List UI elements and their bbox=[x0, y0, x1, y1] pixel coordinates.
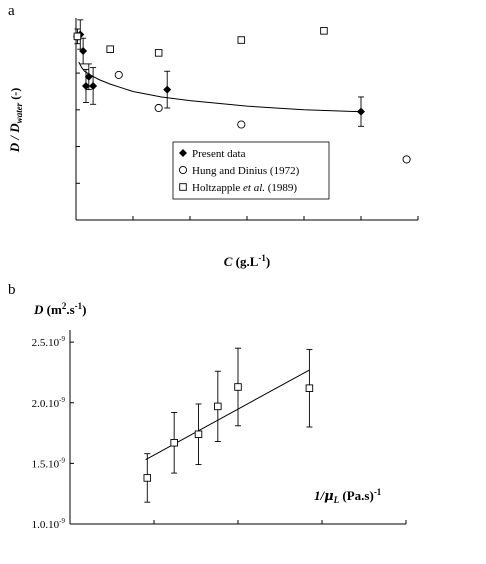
a-point-series-1 bbox=[237, 120, 246, 129]
a-legend-label-0: Present data bbox=[192, 148, 246, 160]
b-y-tick-mantissa: 2.0.10 bbox=[32, 398, 60, 410]
b-x-label-unit: (Pa.s) bbox=[339, 488, 374, 503]
a-point-series-2 bbox=[237, 36, 246, 44]
b-point bbox=[143, 474, 152, 482]
a-point-series-0 bbox=[357, 107, 365, 116]
a-y-label-main: D / D bbox=[7, 123, 22, 154]
b-y-tick-mantissa: 2.5.10 bbox=[32, 337, 60, 349]
a-x-label-unit: (g.L bbox=[232, 254, 258, 269]
a-legend-text-part: et al. bbox=[243, 182, 265, 194]
b-y-axis-label: D (m2.s-1) bbox=[33, 301, 86, 317]
b-y-tick-exp: -9 bbox=[59, 396, 65, 404]
b-point bbox=[214, 402, 222, 411]
a-point-series-0 bbox=[84, 72, 93, 81]
a-legend-box bbox=[172, 141, 330, 200]
b-y-tick-label: 2.0.10-9 bbox=[32, 396, 66, 410]
a-fit-curve bbox=[78, 61, 362, 113]
chart-b: 1.0.10-91.5.10-92.0.10-92.5.10-9D (m2.s-… bbox=[32, 301, 407, 531]
a-point-series-0 bbox=[79, 47, 88, 56]
a-point-series-1 bbox=[154, 103, 163, 113]
b-x-label-mu: μ bbox=[324, 489, 334, 504]
a-legend-label-1: Hung and Dinius (1972) bbox=[192, 165, 300, 177]
b-x-label-exp: -1 bbox=[374, 487, 382, 497]
a-x-label-var: C bbox=[224, 254, 233, 269]
a-y-label-unit: (-) bbox=[8, 88, 22, 103]
a-legend-text-part: Present data bbox=[192, 148, 246, 160]
b-y-tick-exp: -9 bbox=[59, 517, 65, 525]
a-point-series-2 bbox=[106, 45, 114, 53]
a-legend-marker-0 bbox=[179, 149, 187, 157]
b-y-label-var: D bbox=[33, 302, 44, 317]
b-y-label-close: ) bbox=[82, 302, 86, 317]
chart-a: D / Dwater (-) C (g.L-1) Present data Hung … bbox=[7, 18, 419, 269]
b-y-tick-label: 1.5.10-9 bbox=[32, 456, 66, 470]
a-legend-marker-2 bbox=[179, 183, 187, 191]
a-point-series-1 bbox=[402, 155, 411, 164]
a-legend-text-part: (1989) bbox=[265, 182, 297, 194]
b-x-label-sub: L bbox=[333, 495, 340, 505]
b-y-label-unit: (m bbox=[43, 302, 62, 317]
a-x-label-close: ) bbox=[266, 254, 270, 269]
b-point bbox=[305, 384, 314, 392]
b-y-tick-exp: -9 bbox=[59, 335, 65, 343]
a-point-series-2 bbox=[73, 32, 82, 41]
b-point bbox=[194, 430, 203, 439]
b-point bbox=[170, 439, 178, 447]
b-y-tick-label: 1.0.10-9 bbox=[32, 517, 66, 531]
b-y-label-exp2: -1 bbox=[75, 301, 83, 311]
a-point-series-0 bbox=[81, 81, 90, 90]
a-legend-marker-1 bbox=[178, 165, 188, 175]
a-y-label-sub: water bbox=[14, 102, 24, 123]
b-y-tick-mantissa: 1.0.10 bbox=[32, 519, 60, 531]
a-point-series-0 bbox=[163, 85, 172, 94]
a-legend-text-part: Hung and Dinius (1972) bbox=[192, 165, 300, 177]
b-y-tick-mantissa: 1.5.10 bbox=[32, 458, 60, 470]
b-y-tick-label: 2.5.10-9 bbox=[32, 335, 66, 349]
a-x-axis-label: C (g.L-1) bbox=[224, 253, 271, 269]
b-point bbox=[234, 383, 242, 391]
a-legend-text-part: Holtzapple bbox=[192, 182, 243, 194]
b-y-tick-exp: -9 bbox=[59, 456, 65, 464]
panel-b-letter: b bbox=[8, 282, 16, 298]
a-point-series-0 bbox=[89, 81, 98, 90]
b-x-label-num: 1/ bbox=[314, 488, 326, 503]
panel-a-letter: a bbox=[8, 3, 15, 19]
b-y-label-unit2: .s bbox=[66, 302, 74, 317]
a-point-series-2 bbox=[320, 27, 328, 35]
b-y-label-exp1: 2 bbox=[62, 301, 67, 311]
a-legend-label-2: Holtzapple et al. (1989) bbox=[192, 182, 297, 194]
b-x-axis-label: 1/μL (Pa.s)-1 bbox=[314, 487, 382, 505]
a-point-series-2 bbox=[154, 49, 163, 57]
a-y-axis-label: D / Dwater (-) bbox=[7, 88, 24, 153]
b-fit-line bbox=[145, 369, 310, 461]
a-x-label-exp: -1 bbox=[258, 253, 266, 263]
a-point-series-1 bbox=[114, 70, 123, 79]
